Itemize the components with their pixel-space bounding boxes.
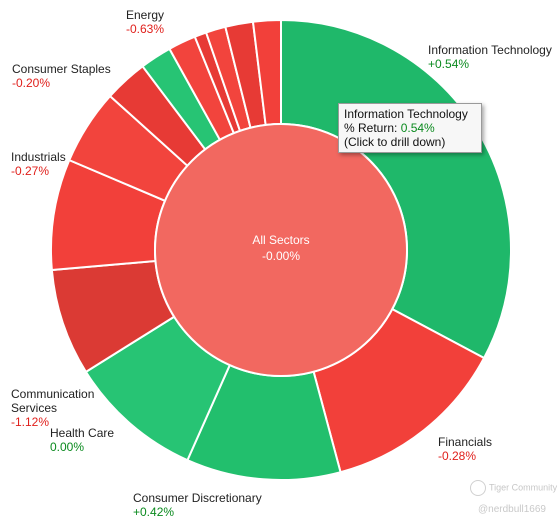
tooltip-return-value: 0.54% (400, 121, 435, 135)
label-health-care[interactable]: Health Care 0.00% (50, 426, 115, 454)
center-title: All Sectors (252, 233, 310, 247)
label-consumer-discretionary[interactable]: Consumer Discretionary +0.42% (133, 491, 262, 519)
label-communication-services[interactable]: Communication Services -1.12% (11, 387, 95, 429)
tooltip-hint: (Click to drill down) (344, 135, 446, 149)
label-industrials[interactable]: Industrials -0.27% (11, 150, 66, 178)
center-value: -0.00% (261, 249, 301, 263)
watermark-user: @nerdbull1669 (478, 504, 546, 515)
tooltip-return-row: % Return: 0.54% (344, 121, 476, 135)
center-label[interactable]: All Sectors -0.00% (206, 232, 356, 264)
center-all-sectors[interactable] (154, 123, 408, 377)
label-information-technology[interactable]: Information Technology +0.54% (428, 43, 552, 71)
tooltip-return-label: % Return: (344, 121, 398, 135)
label-energy[interactable]: Energy -0.63% (126, 8, 165, 36)
hover-tooltip: Information Technology % Return: 0.54% (… (338, 103, 482, 153)
tooltip-title: Information Technology (344, 107, 468, 121)
tiger-logo-icon (470, 480, 486, 496)
watermark-brand: Tiger Community (470, 480, 557, 496)
label-consumer-staples[interactable]: Consumer Staples -0.20% (12, 62, 111, 90)
label-financials[interactable]: Financials -0.28% (438, 435, 493, 463)
